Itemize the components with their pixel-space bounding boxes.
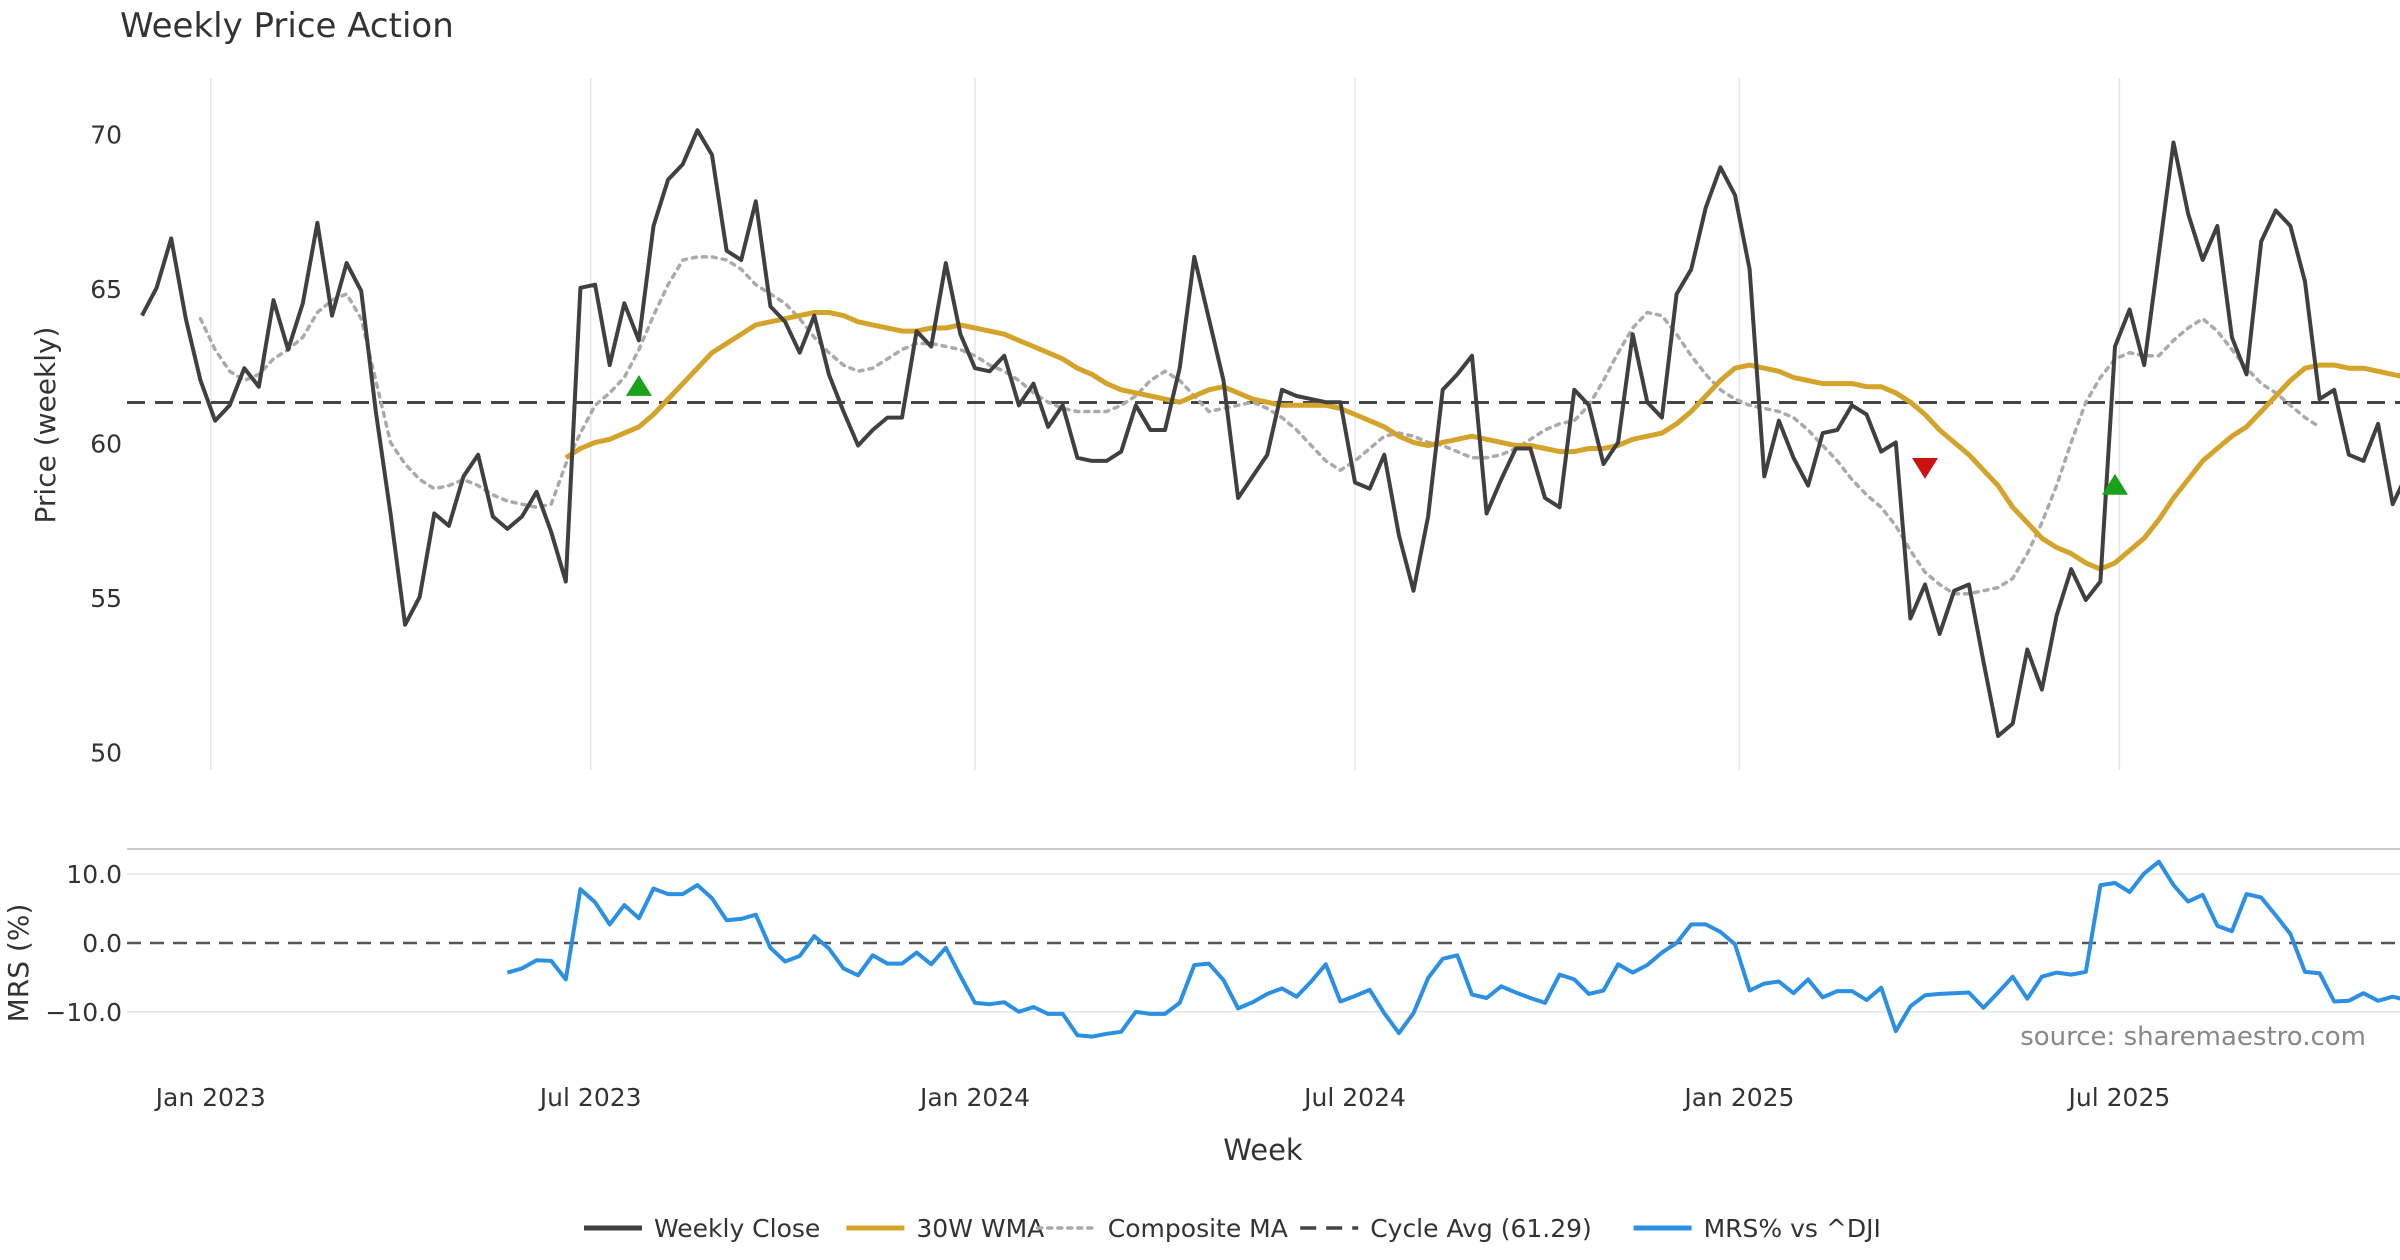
legend-item: Cycle Avg (61.29): [1300, 1214, 1592, 1243]
legend-label: Composite MA: [1108, 1214, 1288, 1243]
legend-item: Composite MA: [1036, 1214, 1288, 1243]
mrs-line: [506, 859, 2400, 1039]
x-tick-label: Jan 2025: [1682, 1083, 1794, 1112]
x-tick-label: Jul 2025: [2067, 1083, 2171, 1112]
x-tick-label: Jan 2023: [154, 1083, 266, 1112]
wma-30w-line: [564, 310, 2400, 572]
price-y-tick-label: 70: [90, 120, 122, 149]
price-x-gridlines: [209, 78, 2121, 770]
mrs-y-gridlines: [127, 873, 2400, 1013]
price-panel: 50 55 60 65 70 Price (weekly): [29, 78, 2400, 770]
price-y-tick-label: 55: [90, 584, 122, 613]
composite-ma-line: [198, 255, 2322, 596]
legend-item: Weekly Close: [584, 1214, 820, 1243]
legend-label: Cycle Avg (61.29): [1370, 1214, 1592, 1243]
mrs-y-ticks: 10.0 0.0 −10.0: [45, 860, 122, 1027]
legend-item: 30W WMA: [846, 1214, 1044, 1243]
price-y-tick-label: 50: [90, 738, 122, 767]
mrs-y-tick-label: 10.0: [66, 860, 122, 889]
weekly-close-line: [140, 128, 2400, 738]
price-y-tick-label: 60: [90, 429, 122, 458]
legend-label: 30W WMA: [916, 1214, 1044, 1243]
buy-marker: [625, 375, 652, 396]
legend: Weekly Close 30W WMA Composite MA Cycle Avg…: [584, 1214, 1881, 1243]
source-label: source: sharemaestro.com: [2020, 1022, 2366, 1052]
buy-marker: [2102, 473, 2129, 495]
legend-label: Weekly Close: [654, 1214, 820, 1243]
chart-title: Weekly Price Action: [120, 6, 454, 46]
price-y-axis-label: Price (weekly): [29, 327, 62, 524]
signal-markers: [625, 375, 2129, 495]
x-tick-label: Jul 2023: [538, 1083, 642, 1112]
price-y-tick-label: 65: [90, 275, 122, 304]
mrs-y-tick-label: 0.0: [82, 929, 122, 958]
price-y-ticks: 50 55 60 65 70: [90, 120, 122, 767]
legend-item: MRS% vs ^DJI: [1633, 1214, 1881, 1243]
legend-label: MRS% vs ^DJI: [1704, 1214, 1881, 1243]
mrs-panel: 10.0 0.0 −10.0 MRS (%) source: sharemaestr…: [2, 848, 2400, 1052]
x-tick-label: Jul 2024: [1302, 1083, 1406, 1112]
x-axis-label: Week: [1223, 1133, 1303, 1167]
x-tick-label: Jan 2024: [918, 1083, 1030, 1112]
mrs-y-tick-label: −10.0: [45, 998, 122, 1027]
mrs-y-axis-label: MRS (%): [2, 904, 35, 1023]
sell-marker: [1912, 457, 1939, 479]
x-axis-ticks: Jan 2023 Jul 2023 Jan 2024 Jul 2024 Jan 2025…: [154, 1083, 2171, 1112]
